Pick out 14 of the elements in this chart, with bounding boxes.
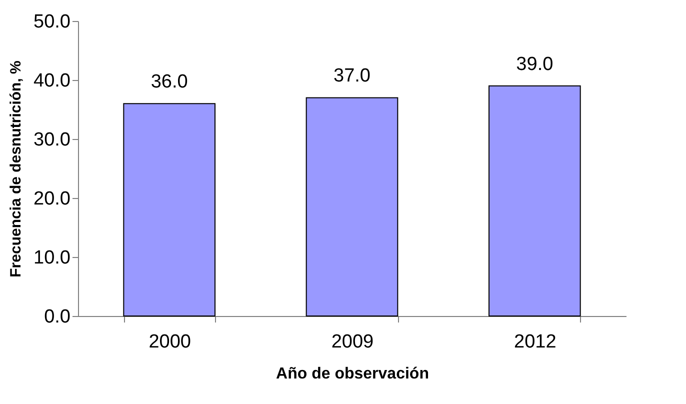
x-tick-label: 2012: [514, 332, 556, 352]
y-tick-label: 20.0: [34, 188, 70, 210]
y-tick-label: 0.0: [44, 306, 70, 328]
x-axis-title: Año de observación: [276, 366, 429, 382]
y-tick-label: 50.0: [34, 12, 70, 32]
y-tick-label: 10.0: [34, 248, 70, 268]
y-tick-label: 30.0: [34, 130, 70, 150]
data-label: 39.0: [516, 54, 554, 75]
x-tick-label: 2000: [148, 332, 191, 352]
data-label: 37.0: [334, 66, 370, 87]
data-label: 36.0: [150, 72, 188, 93]
x-tick-label: 2009: [331, 332, 374, 352]
y-axis-title: Frecuencia de desnutrición, %: [8, 60, 25, 278]
y-tick-label: 40.0: [34, 70, 70, 92]
